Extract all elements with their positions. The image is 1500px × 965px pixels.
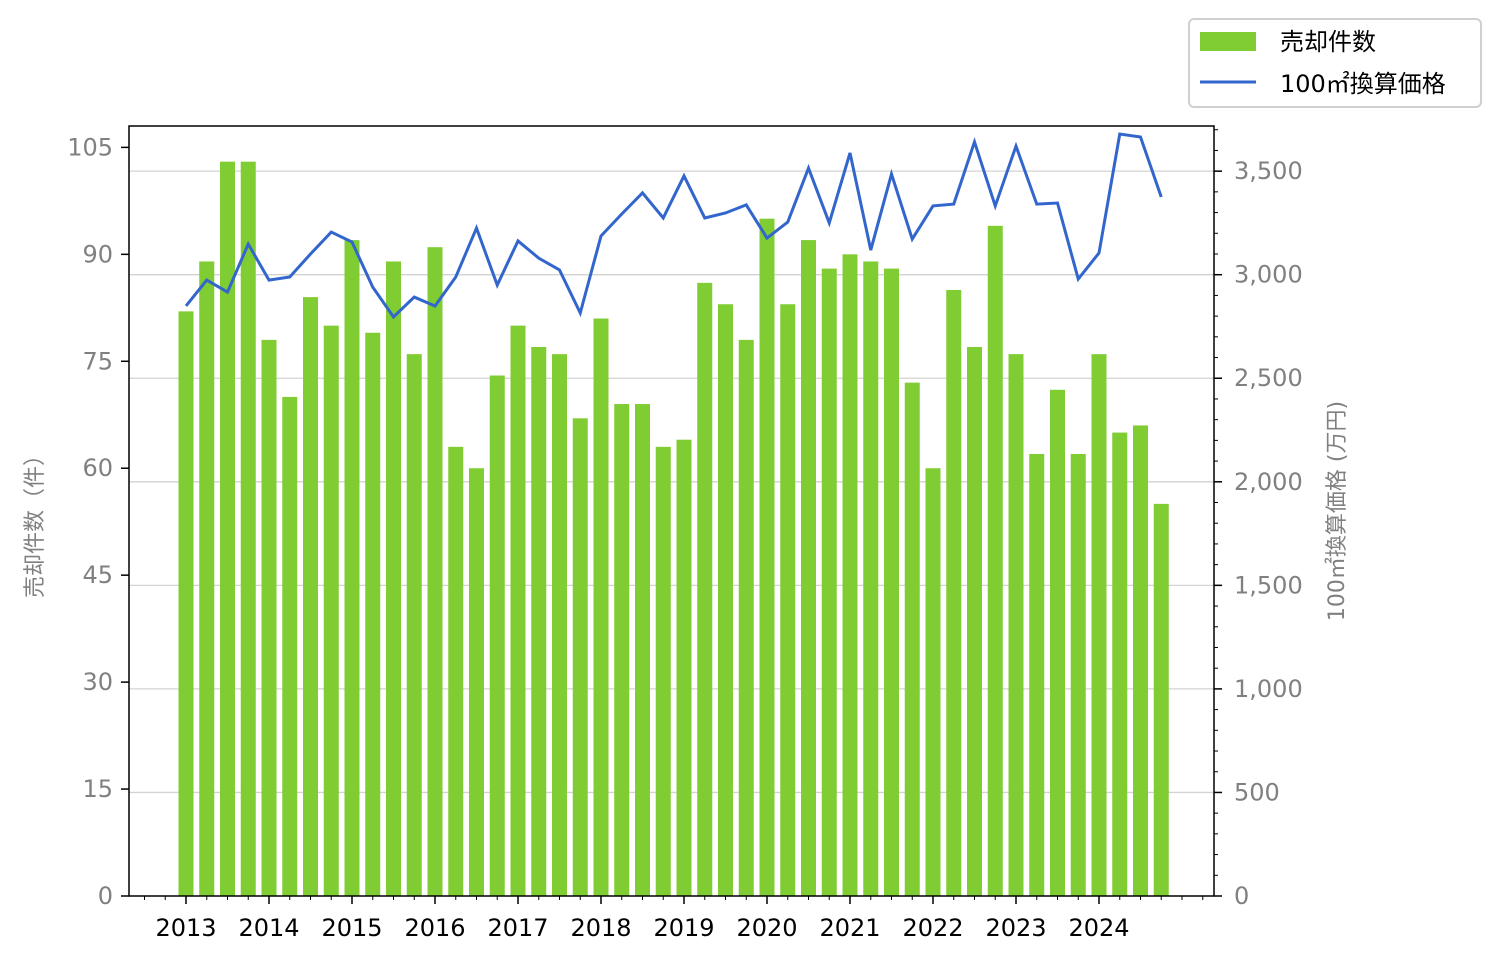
bar xyxy=(738,339,754,896)
x-tick-label: 2020 xyxy=(736,914,797,942)
price-line xyxy=(184,132,1163,320)
left-tick-label: 60 xyxy=(82,454,113,482)
bar xyxy=(531,347,547,896)
bar xyxy=(1091,354,1107,896)
bar xyxy=(842,254,858,897)
legend: 売却件数 100㎡換算価格 xyxy=(1188,18,1482,108)
legend-label-line: 100㎡換算価格 xyxy=(1280,70,1446,98)
bar xyxy=(427,247,443,896)
left-tick-label: 105 xyxy=(67,133,113,161)
x-tick-label: 2016 xyxy=(404,914,465,942)
right-tick-label: 2,000 xyxy=(1234,468,1303,496)
plot-frame xyxy=(128,125,1215,897)
bar xyxy=(365,332,381,896)
bar xyxy=(1112,432,1128,896)
bar xyxy=(386,261,401,896)
bar xyxy=(635,404,650,896)
right-axis-label: 100㎡換算価格 (万円) xyxy=(1324,401,1350,621)
bar xyxy=(987,225,1003,896)
x-tick-label: 2015 xyxy=(321,914,382,942)
x-tick-label: 2019 xyxy=(653,914,714,942)
right-axis: 0 500 1,000 1,500 2,000 2,500 3,000 3,500 xyxy=(1214,129,1303,910)
bar xyxy=(614,404,630,896)
bar xyxy=(178,311,194,896)
left-axis-label: 売却件数（件） xyxy=(23,444,48,598)
bar xyxy=(489,375,505,896)
bar xyxy=(676,439,692,896)
left-tick-label: 30 xyxy=(82,668,113,696)
left-axis: 0 15 30 45 60 75 90 105 xyxy=(67,133,129,910)
bar xyxy=(199,261,215,896)
left-tick-label: 75 xyxy=(82,347,113,375)
bar xyxy=(904,382,920,897)
x-tick-label: 2021 xyxy=(819,914,880,942)
bar xyxy=(282,396,298,896)
bar xyxy=(240,161,256,897)
x-tick-label: 2024 xyxy=(1068,914,1129,942)
bar xyxy=(261,339,277,896)
bar xyxy=(925,468,941,896)
x-axis: 2013 2014 2015 2016 2017 2018 2019 2020 2021 2022… xyxy=(144,896,1204,942)
bar xyxy=(448,446,464,896)
x-tick-label: 2013 xyxy=(155,914,216,942)
left-tick-label: 0 xyxy=(98,882,113,910)
bar xyxy=(697,282,713,897)
bar xyxy=(884,268,899,896)
x-tick-label: 2018 xyxy=(570,914,631,942)
bar xyxy=(1133,425,1148,896)
bar xyxy=(572,418,588,896)
bar xyxy=(220,161,235,897)
bar xyxy=(759,218,775,896)
right-tick-label: 3,000 xyxy=(1234,261,1303,289)
right-tick-label: 500 xyxy=(1234,778,1280,806)
bar xyxy=(552,354,567,896)
bar xyxy=(967,347,982,896)
legend-label-bars: 売却件数 xyxy=(1280,28,1376,56)
x-tick-label: 2023 xyxy=(985,914,1046,942)
x-tick-label: 2014 xyxy=(238,914,299,942)
bar xyxy=(406,354,422,896)
x-tick-label: 2017 xyxy=(487,914,548,942)
bar xyxy=(593,318,609,896)
x-tick-label: 2022 xyxy=(902,914,963,942)
bar xyxy=(1029,453,1045,896)
bar xyxy=(863,261,879,896)
left-tick-label: 45 xyxy=(82,561,113,589)
bar xyxy=(1050,389,1065,896)
legend-swatch-bars xyxy=(1200,32,1256,51)
bar xyxy=(821,268,837,896)
bar xyxy=(801,240,816,896)
bar xyxy=(1153,503,1169,896)
bar xyxy=(718,304,733,897)
right-tick-label: 2,500 xyxy=(1234,364,1303,392)
bar xyxy=(780,304,796,897)
bar xyxy=(469,468,484,896)
right-tick-label: 3,500 xyxy=(1234,157,1303,185)
bar-series xyxy=(178,161,1169,897)
left-tick-label: 15 xyxy=(82,775,113,803)
legend-box xyxy=(1188,18,1482,108)
bar xyxy=(655,446,671,896)
bar xyxy=(344,240,360,896)
bar xyxy=(303,297,318,897)
left-tick-label: 90 xyxy=(82,240,113,268)
bar xyxy=(1070,453,1086,896)
right-tick-label: 1,500 xyxy=(1234,571,1303,599)
bar xyxy=(510,325,526,896)
right-tick-label: 1,000 xyxy=(1234,675,1303,703)
bar xyxy=(946,289,962,897)
bar xyxy=(323,325,339,896)
right-tick-label: 0 xyxy=(1234,882,1249,910)
bar xyxy=(1008,354,1024,896)
